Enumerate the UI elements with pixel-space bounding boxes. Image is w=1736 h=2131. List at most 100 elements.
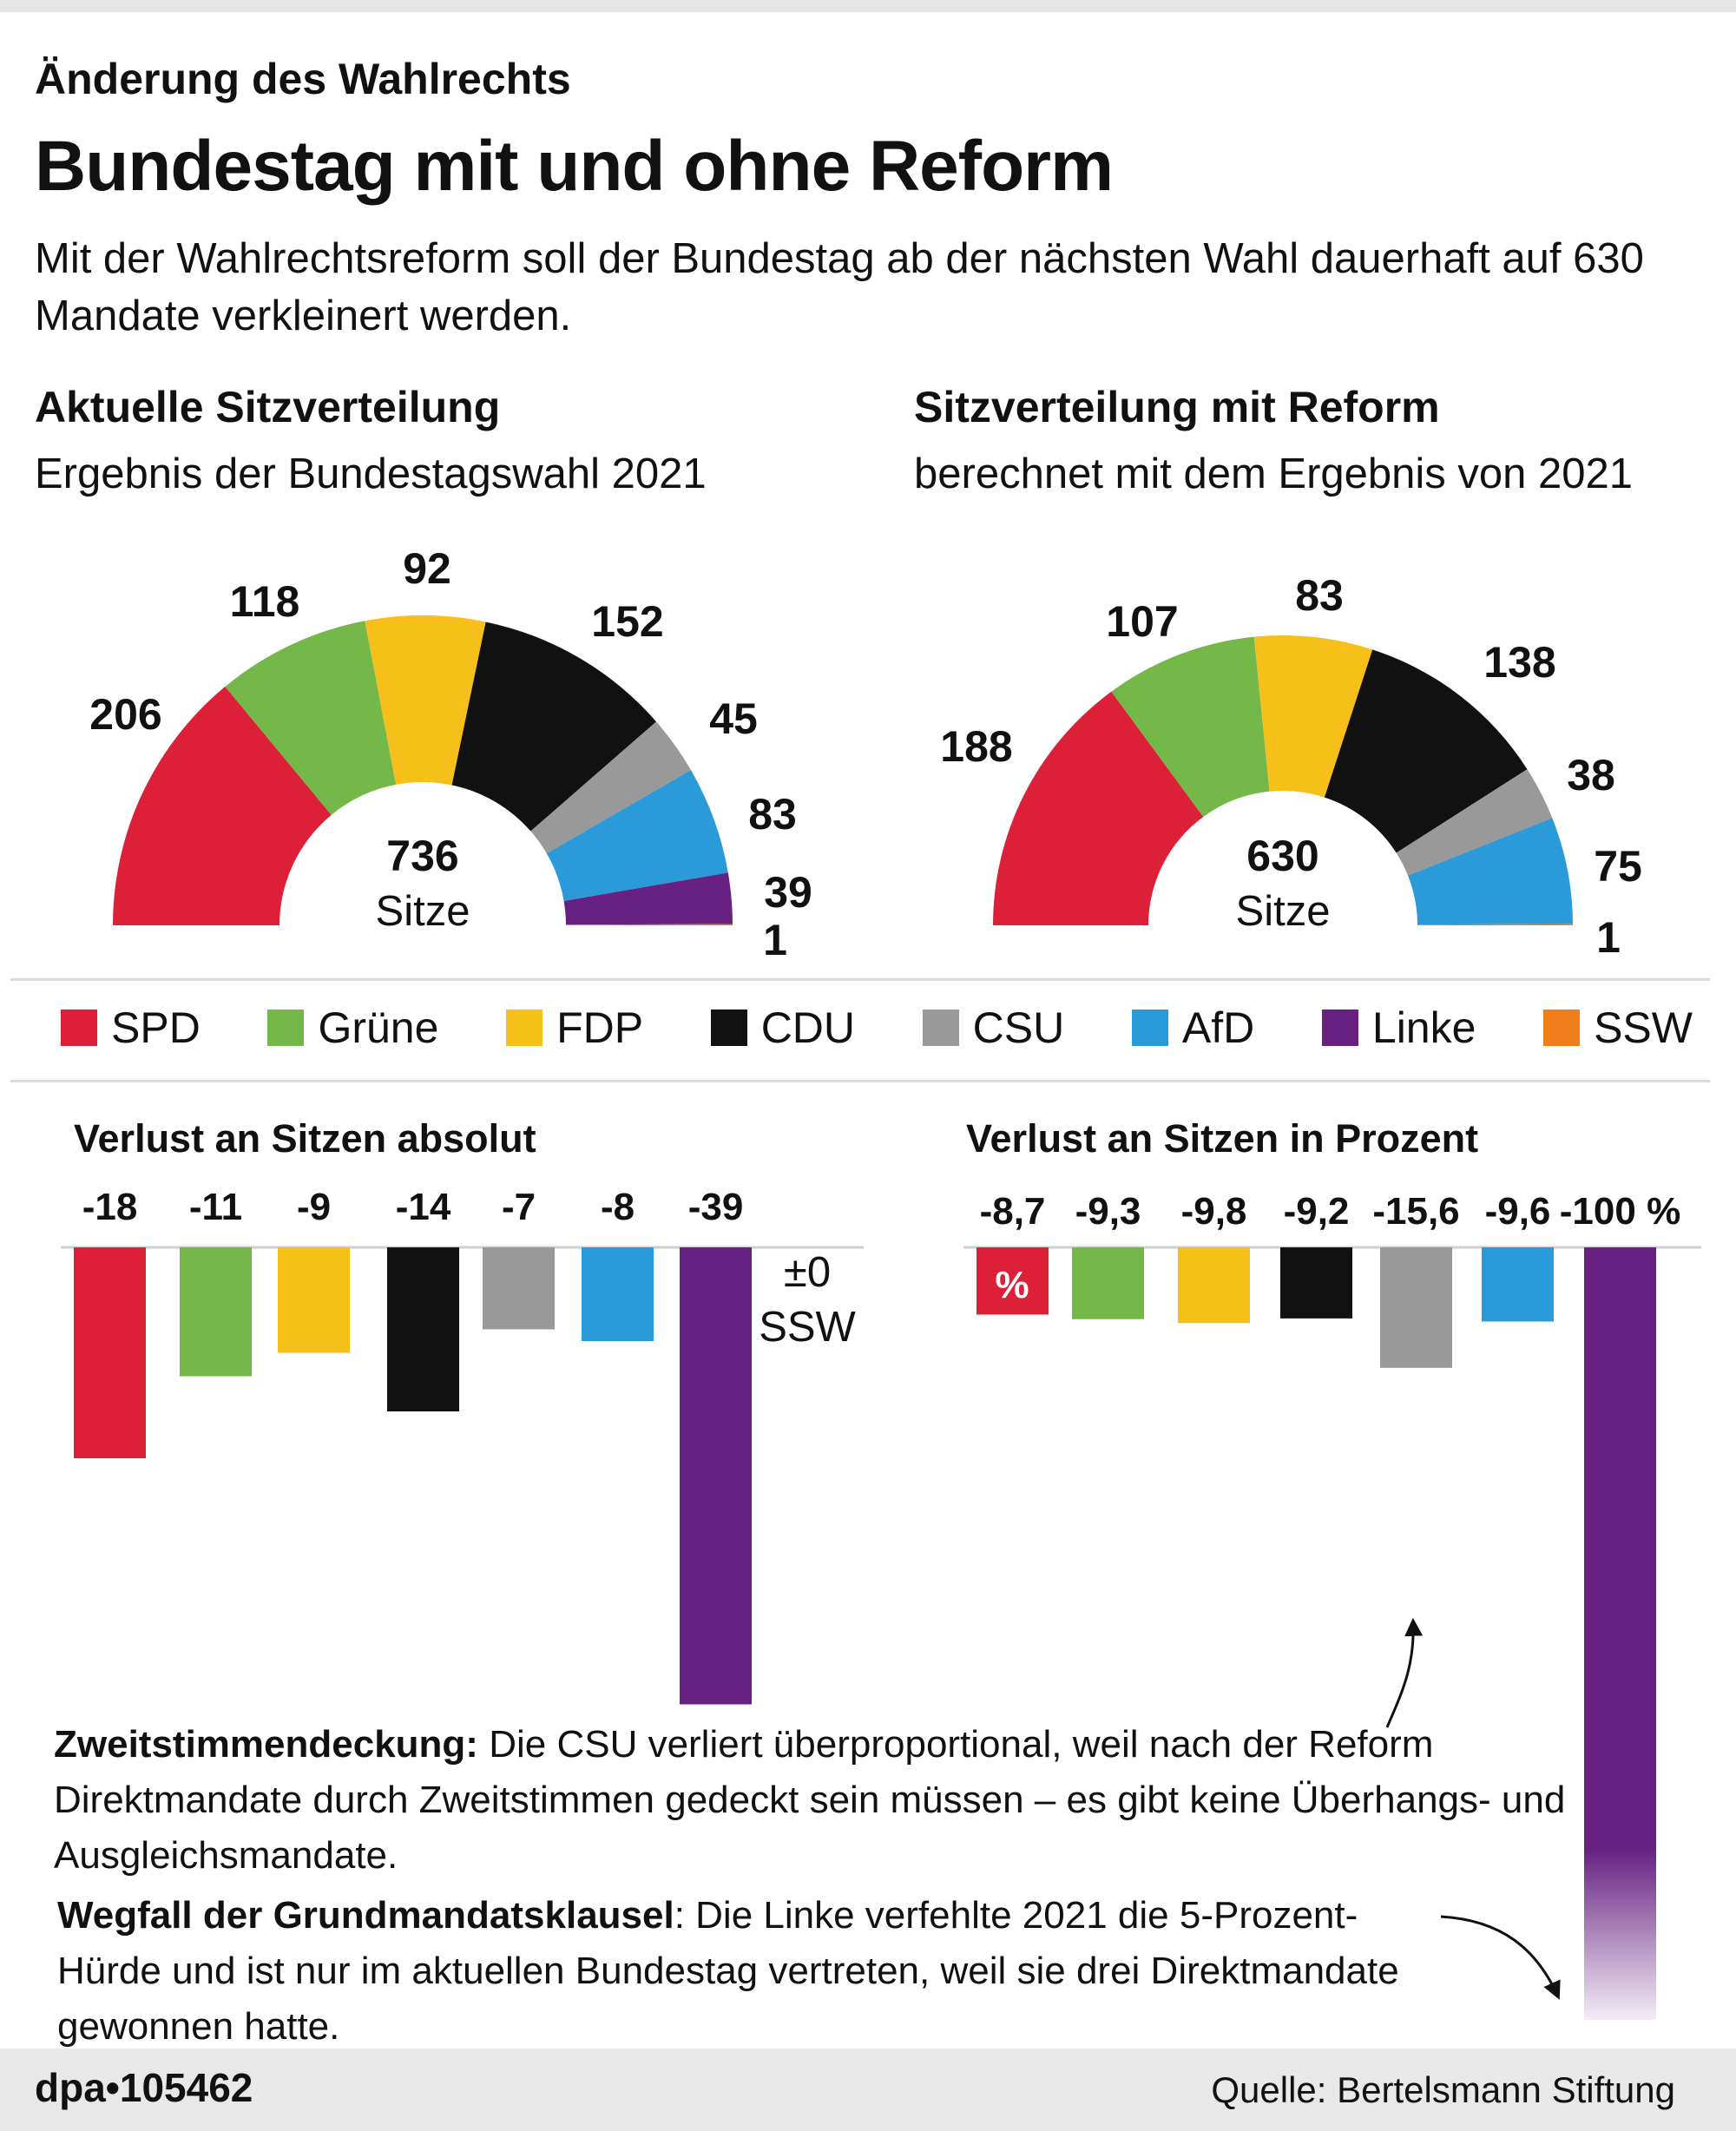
legend-label-cdu: CDU <box>760 1003 856 1052</box>
pct-bar-gruene <box>1072 1247 1144 1319</box>
csu-annotation-arrow <box>1385 1617 1424 1728</box>
reform-slice-fdp <box>1253 635 1373 798</box>
legend-label-linke: Linke <box>1371 1003 1476 1052</box>
pct-value-afd: -9,6 <box>1485 1190 1551 1233</box>
abs-bar-cdu <box>387 1247 459 1411</box>
reform-slice-cdu <box>1324 649 1528 853</box>
abs-bar-csu <box>483 1247 555 1330</box>
footer <box>0 2049 1736 2131</box>
legend: SPD Grüne FDP CDU CSU AfD Linke SSW <box>61 1003 1693 1053</box>
abs-bar-afd <box>582 1247 654 1341</box>
abs-bar-title: Verlust an Sitzen absolut <box>74 1116 536 1161</box>
current-slice-cdu <box>451 622 657 832</box>
current-label-csu: 45 <box>709 694 758 743</box>
legend-swatch-afd <box>1131 1010 1168 1046</box>
abs-bar-fdp <box>278 1247 350 1353</box>
top-strip <box>0 0 1736 12</box>
abs-ssw-note-label: SSW <box>759 1304 856 1351</box>
legend-swatch-gruene <box>267 1010 305 1046</box>
current-label-afd: 83 <box>748 790 797 839</box>
legend-label-csu: CSU <box>972 1003 1065 1052</box>
current-slice-linke <box>563 872 733 925</box>
current-center-value: 736 <box>386 832 458 880</box>
right-section-subtitle: berechnet mit dem Ergebnis von 2021 <box>914 451 1634 497</box>
legend-item-fdp: FDP <box>506 1003 643 1053</box>
intro-text: Mit der Wahlrechtsreform soll der Bundes… <box>35 235 1644 339</box>
current-slice-spd <box>113 687 332 925</box>
legend-swatch-ssw <box>1543 1010 1581 1046</box>
reform-label-afd: 75 <box>1594 842 1642 891</box>
abs-ssw-note-value: ±0 <box>784 1249 831 1296</box>
legend-label-spd: SPD <box>111 1003 201 1052</box>
right-section-title: Sitzverteilung mit Reform <box>914 383 1440 431</box>
legend-swatch-csu <box>922 1010 959 1046</box>
pct-value-cdu: -9,2 <box>1284 1190 1350 1233</box>
pie-chart-current: 206 118 92 152 45 83 391 736 Sitze <box>89 544 812 964</box>
pct-value-linke: -100 % <box>1560 1190 1680 1233</box>
reform-label-fdp: 83 <box>1295 571 1344 620</box>
reform-slice-gruene <box>1111 636 1270 818</box>
reform-label-gruene: 107 <box>1106 597 1178 646</box>
current-label-linke: 39 <box>764 868 812 917</box>
pct-bar-csu <box>1380 1247 1452 1368</box>
reform-slice-afd <box>1408 818 1573 925</box>
agency-code: dpa•105462 <box>35 2065 253 2110</box>
headline: Bundestag mit und ohne Reform <box>35 127 1114 206</box>
reform-center-label: Sitze <box>1236 888 1331 935</box>
pct-value-gruene: -9,3 <box>1075 1190 1141 1233</box>
reform-label-cdu: 138 <box>1483 638 1555 687</box>
reform-slice-ssw <box>1417 924 1574 925</box>
legend-item-linke: Linke <box>1321 1003 1476 1053</box>
legend-item-afd: AfD <box>1131 1003 1255 1053</box>
abs-value-linke: -39 <box>688 1186 744 1228</box>
linke-annotation-arrow <box>1440 1915 1561 2000</box>
legend-item-csu: CSU <box>922 1003 1065 1053</box>
reform-center-value: 630 <box>1246 832 1318 880</box>
legend-item-cdu: CDU <box>710 1003 856 1053</box>
current-label-gruene: 118 <box>230 577 300 626</box>
current-slice-gruene <box>225 621 397 815</box>
divider-bottom <box>10 1080 1710 1082</box>
legend-swatch-spd <box>61 1010 97 1046</box>
pct-bar-cdu <box>1280 1247 1352 1319</box>
current-label-ssw: 1 <box>763 916 787 964</box>
pct-bar-spd <box>976 1247 1049 1315</box>
abs-bar-linke <box>680 1247 752 1705</box>
note-zweitstimmendeckung: Zweitstimmendeckung: Die CSU verliert üb… <box>54 1723 1566 1877</box>
pct-value-fdp: -9,8 <box>1181 1190 1247 1233</box>
pct-bar-title: Verlust an Sitzen in Prozent <box>966 1116 1479 1161</box>
legend-item-spd: SPD <box>61 1003 201 1053</box>
current-slice-afd <box>546 770 728 901</box>
legend-item-ssw: SSW <box>1543 1003 1693 1053</box>
reform-label-ssw: 1 <box>1596 913 1621 962</box>
abs-value-gruene: -11 <box>189 1186 242 1228</box>
legend-item-gruene: Grüne <box>267 1003 438 1053</box>
legend-label-ssw: SSW <box>1594 1003 1693 1052</box>
current-label-spd: 206 <box>89 690 161 739</box>
left-section-subtitle: Ergebnis der Bundestagswahl 2021 <box>35 451 707 497</box>
current-slice-fdp <box>365 615 486 786</box>
abs-bar-gruene <box>180 1247 252 1377</box>
current-slice-csu <box>530 721 691 854</box>
legend-label-afd: AfD <box>1181 1003 1255 1052</box>
current-label-fdp: 92 <box>403 544 451 593</box>
pct-bar-fdp <box>1178 1247 1250 1324</box>
reform-slice-spd <box>993 691 1204 925</box>
pie-chart-reform: 188 107 83 138 38 75 1 630 Sitze <box>940 571 1642 962</box>
pct-bar-linke <box>1584 1247 1656 2020</box>
legend-label-gruene: Grüne <box>318 1003 439 1052</box>
divider-top <box>10 978 1710 981</box>
abs-value-afd: -8 <box>601 1186 635 1228</box>
legend-swatch-cdu <box>710 1010 747 1046</box>
abs-value-cdu: -14 <box>396 1186 451 1228</box>
abs-value-spd: -18 <box>82 1186 138 1228</box>
note-grundmandatsklausel: Wegfall der Grundmandatsklausel: Die Lin… <box>57 1894 1399 2048</box>
current-slice-ssw <box>565 924 733 925</box>
legend-label-fdp: FDP <box>556 1003 644 1052</box>
left-section-title: Aktuelle Sitzverteilung <box>35 383 501 431</box>
current-center-label: Sitze <box>376 888 470 935</box>
pct-bar-afd <box>1482 1247 1554 1322</box>
pct-value-csu: -15,6 <box>1372 1190 1459 1233</box>
pct-value-spd: -8,7 <box>980 1190 1046 1233</box>
